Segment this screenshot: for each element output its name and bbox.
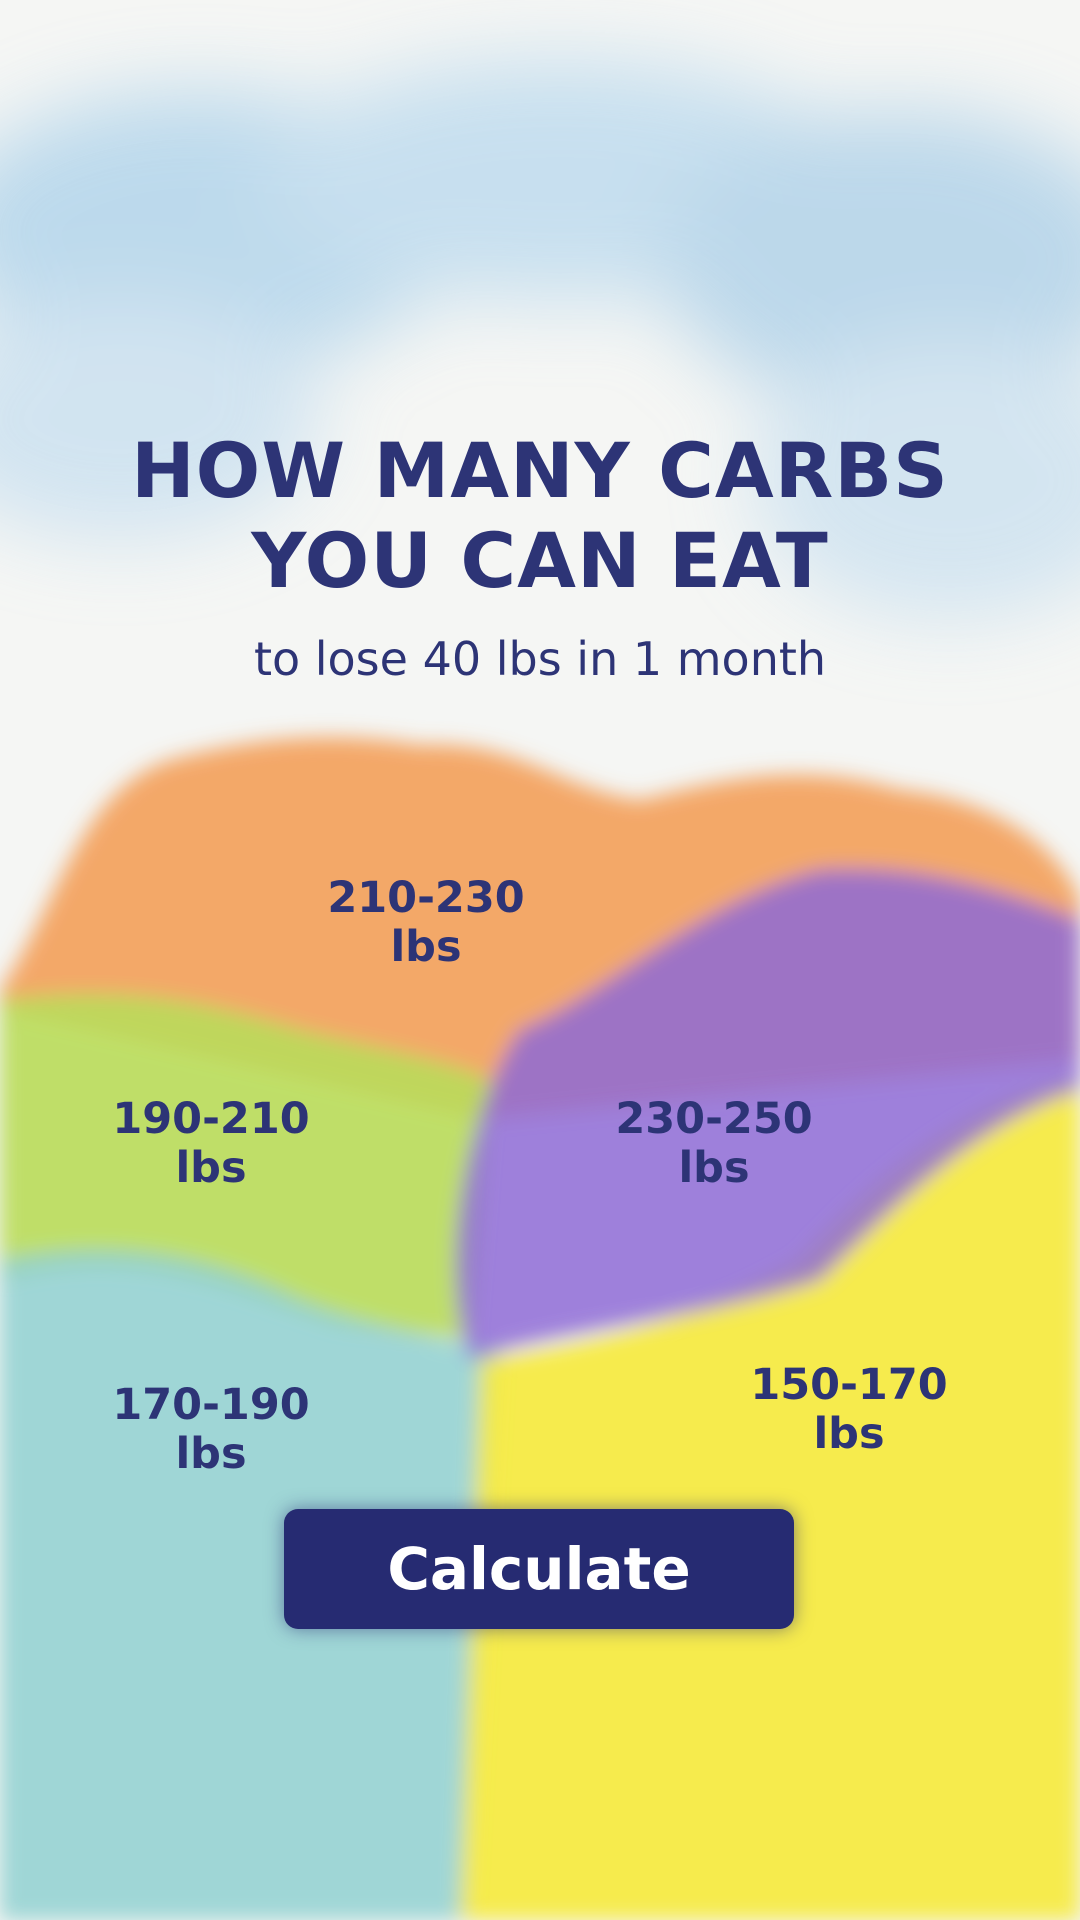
weight-option-unit: lbs: [813, 1409, 885, 1459]
weight-option-unit: lbs: [175, 1429, 247, 1479]
weight-option-range: 230-250: [615, 1094, 813, 1144]
weight-option-range: 170-190: [112, 1380, 310, 1430]
weight-option-unit: lbs: [390, 922, 462, 972]
weight-option-unit: lbs: [678, 1143, 750, 1193]
title-line: HOW MANY CARBS: [131, 426, 949, 515]
weight-option-range: 210-230: [327, 873, 525, 923]
weight-option[interactable]: 210-230 lbs: [276, 874, 576, 972]
weight-option[interactable]: 170-190 lbs: [61, 1381, 361, 1479]
weight-option[interactable]: 230-250 lbs: [564, 1095, 864, 1193]
weight-option[interactable]: 150-170 lbs: [699, 1361, 999, 1459]
calculate-button[interactable]: Calculate: [284, 1509, 794, 1629]
weight-option[interactable]: 190-210 lbs: [61, 1095, 361, 1193]
title-line: YOU CAN EAT: [251, 516, 829, 605]
weight-option-range: 150-170: [750, 1360, 948, 1410]
weight-option-range: 190-210: [112, 1094, 310, 1144]
weight-option-unit: lbs: [175, 1143, 247, 1193]
subtitle: to lose 40 lbs in 1 month: [253, 632, 827, 686]
